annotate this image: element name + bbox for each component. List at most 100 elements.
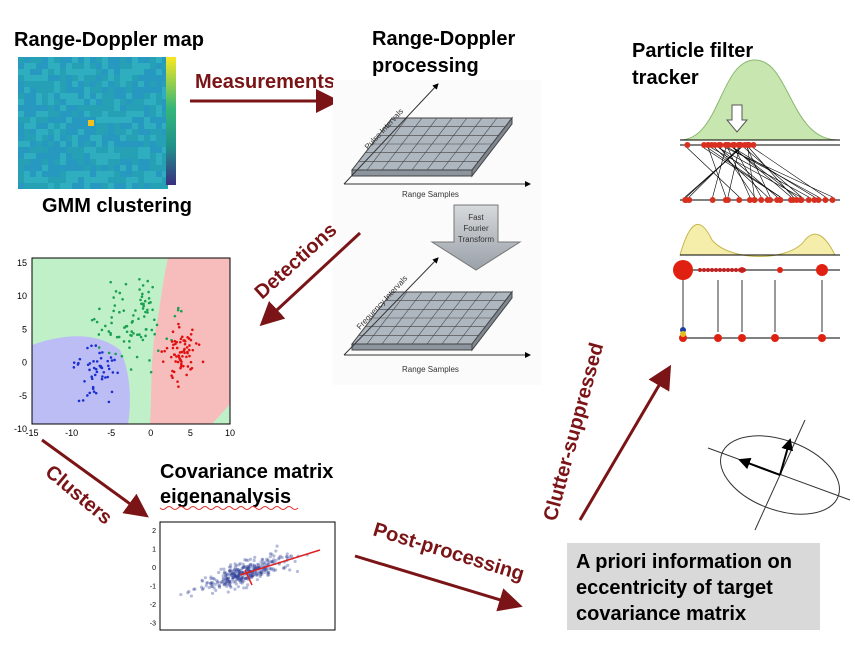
heat-cell [66,159,72,165]
heat-cell [156,117,162,123]
heat-cell [72,123,78,129]
heat-cell [108,177,114,183]
point [208,586,211,589]
heat-cell [156,69,162,75]
heat-cell [138,63,144,69]
heat-cell [96,87,102,93]
point [296,570,299,573]
heat-cell [54,69,60,75]
heat-cell [156,123,162,129]
heat-cell [54,141,60,147]
heat-cell [126,159,132,165]
heat-cell [120,57,126,63]
point [253,565,256,568]
point [172,347,175,350]
heat-cell [78,147,84,153]
point [242,566,245,569]
heat-cell [72,75,78,81]
heat-cell [60,57,66,63]
particle [777,197,783,203]
heat-cell [18,111,24,117]
heat-cell [66,93,72,99]
heat-cell [66,129,72,135]
heat-cell [66,99,72,105]
point [83,380,86,383]
heat-cell [36,183,42,189]
heat-cell [90,57,96,63]
axis-label: Range Samples [402,365,459,374]
heat-cell [24,123,30,129]
point [163,350,166,353]
point [176,380,179,383]
heat-cell [18,141,24,147]
heat-cell [42,99,48,105]
y-tick-label: 2 [152,528,156,535]
heat-cell [60,69,66,75]
heat-cell [54,117,60,123]
point [178,356,181,359]
heat-cell [126,75,132,81]
point [183,339,186,342]
heat-cell [36,171,42,177]
heat-cell [66,177,72,183]
heat-cell [24,135,30,141]
point [165,337,168,340]
heat-cell [78,81,84,87]
heat-cell [156,153,162,159]
heat-cell [72,141,78,147]
eigvec [740,460,780,475]
point [183,348,186,351]
heat-cell [48,183,54,189]
heat-cell [78,123,84,129]
point [267,573,270,576]
heat-cell [24,177,30,183]
heat-cell [150,177,156,183]
heat-cell [120,105,126,111]
heat-cell [114,135,120,141]
heat-cell [156,165,162,171]
heat-cell [78,129,84,135]
point [256,578,259,581]
heat-cell [84,57,90,63]
heat-cell [114,57,120,63]
heat-cell [60,123,66,129]
y-tick-label: 0 [22,358,27,368]
heat-cell [30,123,36,129]
point [188,344,191,347]
particle [822,197,828,203]
heat-cell [144,93,150,99]
point [111,391,114,394]
point [173,353,176,356]
heat-cell [156,135,162,141]
heat-cell [108,141,114,147]
point [171,340,174,343]
heat-cell [90,171,96,177]
heat-cell [78,75,84,81]
point [108,401,111,404]
point [96,371,99,374]
heat-cell [48,171,54,177]
heat-cell [42,165,48,171]
heat-cell [132,165,138,171]
heat-cell [24,141,30,147]
heat-cell [114,99,120,105]
point [170,356,173,359]
heat-cell [150,87,156,93]
heat-cell [66,105,72,111]
heat-cell [54,159,60,165]
heat-cell [78,183,84,189]
point [140,336,143,339]
point [144,335,147,338]
heat-cell [132,57,138,63]
particle [736,197,742,203]
heat-cell [96,69,102,75]
heat-cell [60,105,66,111]
heat-cell [30,147,36,153]
heat-cell [84,69,90,75]
point [249,558,252,561]
point [148,297,151,300]
heat-cell [108,147,114,153]
heat-cell [150,69,156,75]
point [192,588,195,591]
point [274,549,277,552]
